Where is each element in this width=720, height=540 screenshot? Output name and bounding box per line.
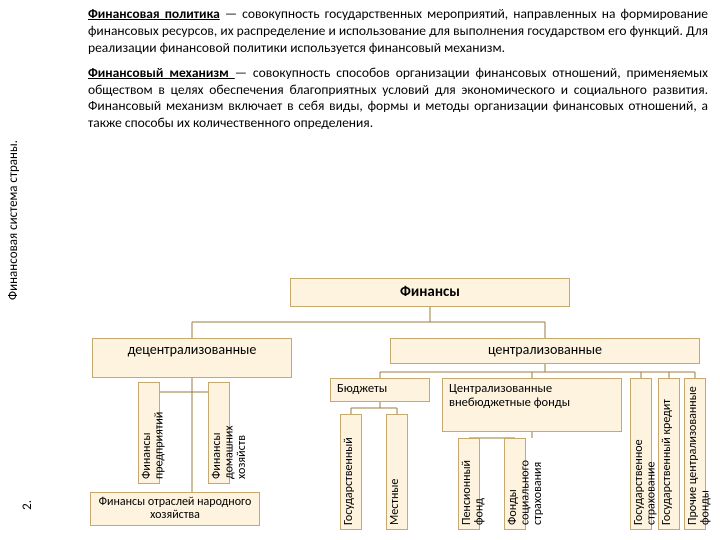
term-2: Финансовый механизм: [88, 64, 235, 81]
vnode-v_oth: Прочие централизованные фонды: [684, 378, 706, 530]
node-branches: Финансы отраслей народного хозяйства: [90, 492, 260, 526]
vnode-v_soc: Фонды социального страхования: [504, 438, 526, 530]
node-root: Финансы: [290, 278, 570, 307]
vnode-v_hh: Финансы домашних хозяйств: [208, 382, 230, 484]
side-title: Финансовая система страны.: [6, 60, 21, 300]
paragraph-2: Финансовый механизм — совокупность спосо…: [88, 65, 708, 133]
term-1: Финансовая политика: [88, 5, 220, 22]
page-number: 2.: [20, 500, 35, 510]
node-funds: Централизованные внебюджетные фонды: [442, 378, 622, 432]
vnode-v_gins: Государственное страхование: [630, 378, 652, 530]
diagram-stage: Финансы децентрализованные централизован…: [70, 278, 710, 538]
vnode-v_pen: Пенсионный фонд: [458, 438, 480, 530]
node-centralized: централизованные: [390, 338, 700, 364]
vnode-v_loc: Местные: [386, 414, 408, 530]
vnode-v_ent: Финансы предприятий: [138, 382, 160, 484]
node-budgets: Бюджеты: [330, 378, 430, 402]
vnode-v_gov: Государственный: [340, 414, 362, 530]
vnode-v_gcred: Государственный кредит: [658, 378, 680, 530]
node-decentralized: децентрализованные: [92, 338, 292, 378]
text-content: Финансовая политика — совокупность госуд…: [88, 6, 708, 140]
paragraph-1: Финансовая политика — совокупность госуд…: [88, 6, 708, 57]
